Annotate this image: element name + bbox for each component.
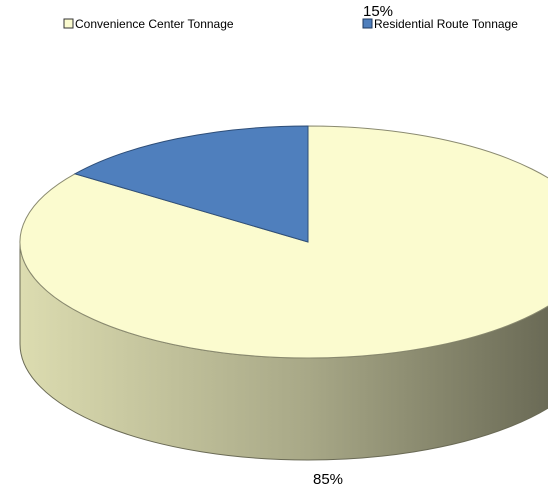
legend-swatch-convenience-center [63, 18, 74, 29]
legend-label-convenience-center: Convenience Center Tonnage [75, 17, 234, 31]
legend: Convenience Center Tonnage Residential R… [63, 17, 518, 31]
data-label-convenience-center: 85% [313, 471, 343, 488]
legend-label-residential-route: Residential Route Tonnage [374, 17, 518, 31]
pie-slice-residential-route [73, 125, 309, 243]
pie-slice-convenience-center [19, 125, 548, 359]
legend-swatch-residential-route [362, 18, 373, 29]
data-label-residential-route: 15% [363, 3, 393, 20]
pie-slices [19, 125, 548, 461]
